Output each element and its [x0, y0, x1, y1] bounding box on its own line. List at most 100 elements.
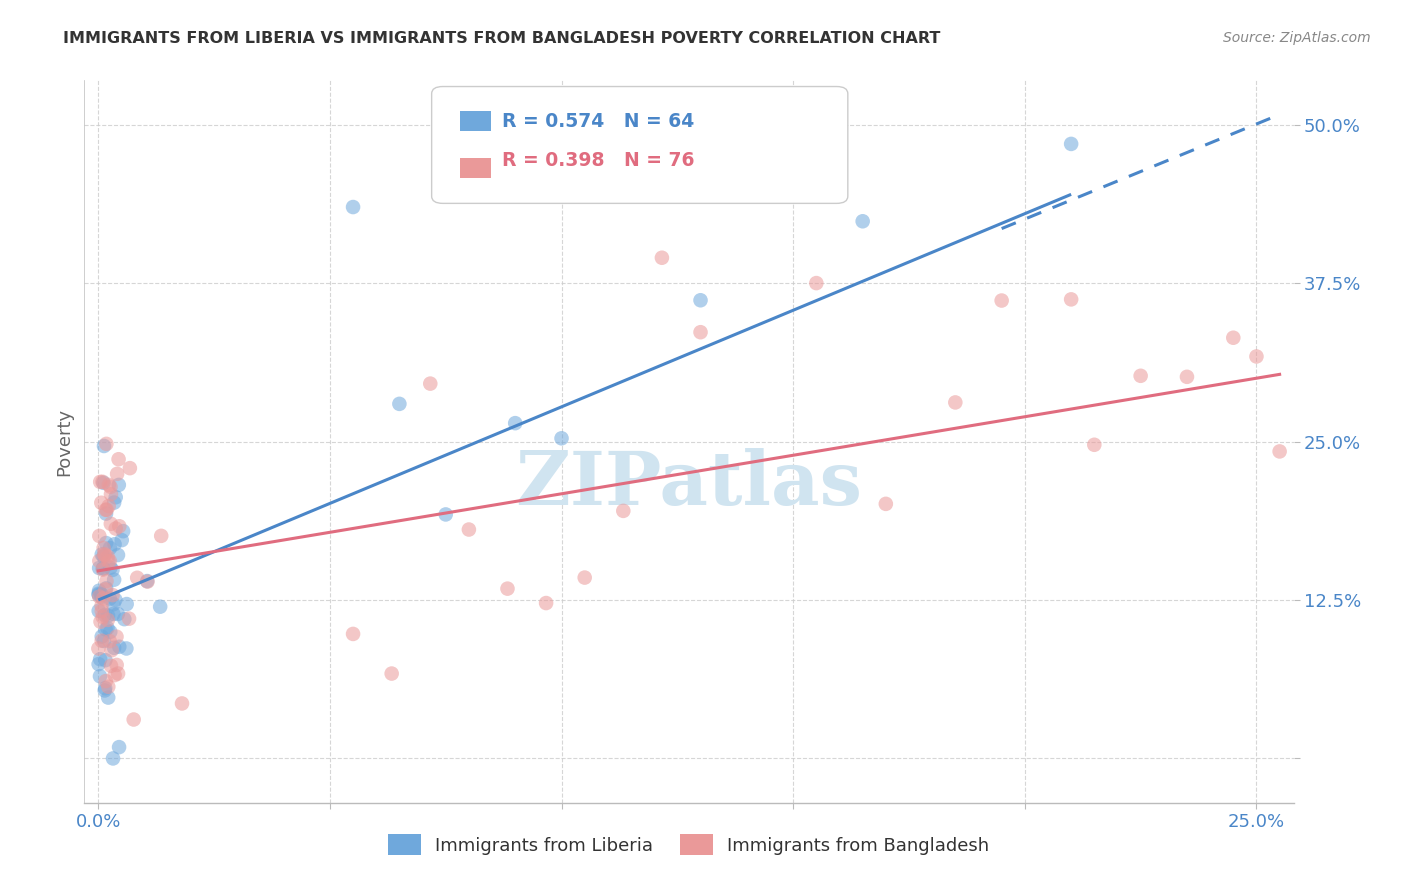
Point — [90, 496, 112, 510]
Point — [107, 548, 129, 562]
Point — [91, 591, 114, 606]
Point — [107, 452, 129, 467]
Text: R = 0.574   N = 64: R = 0.574 N = 64 — [502, 112, 695, 131]
Point — [101, 588, 124, 602]
Point — [96, 503, 118, 517]
Point — [87, 587, 110, 601]
Text: ZIPatlas: ZIPatlas — [516, 449, 862, 522]
Point — [1292, 467, 1315, 481]
Point — [105, 657, 128, 672]
Point — [94, 674, 117, 689]
Point — [87, 588, 110, 602]
Point — [97, 499, 120, 513]
Point — [101, 751, 124, 765]
Point — [94, 653, 117, 667]
Point — [1083, 438, 1105, 452]
Point — [122, 713, 145, 727]
Point — [1222, 331, 1244, 345]
Point — [342, 627, 364, 641]
Point — [94, 536, 117, 550]
Point — [87, 604, 110, 618]
Point — [93, 549, 115, 564]
Point — [94, 503, 117, 517]
Point — [87, 657, 110, 672]
Point — [90, 590, 112, 604]
Point — [1175, 369, 1198, 384]
Point — [89, 652, 111, 666]
Point — [342, 200, 364, 214]
Point — [806, 276, 828, 290]
Point — [89, 561, 111, 575]
Point — [651, 251, 673, 265]
Point — [87, 641, 110, 656]
Point — [1339, 452, 1361, 467]
Point — [1060, 293, 1083, 307]
Point — [1129, 368, 1152, 383]
Point — [111, 533, 134, 548]
Point — [689, 325, 711, 339]
Point — [1315, 344, 1337, 359]
Point — [94, 623, 117, 637]
Point — [101, 563, 124, 577]
Point — [98, 541, 121, 555]
Point — [103, 640, 125, 655]
Point — [112, 612, 135, 626]
Point — [990, 293, 1012, 308]
Point — [103, 495, 125, 509]
Point — [100, 516, 122, 531]
Point — [90, 633, 112, 648]
Point — [875, 497, 897, 511]
Point — [108, 519, 131, 533]
Point — [419, 376, 441, 391]
Point — [852, 214, 875, 228]
Point — [98, 634, 121, 648]
Point — [103, 597, 125, 611]
Point — [496, 582, 519, 596]
Point — [100, 487, 122, 501]
Point — [96, 574, 118, 588]
Point — [136, 574, 159, 588]
Point — [108, 740, 131, 755]
Point — [90, 604, 112, 618]
Point — [118, 612, 141, 626]
Text: R = 0.398   N = 76: R = 0.398 N = 76 — [502, 151, 695, 169]
Point — [550, 431, 572, 445]
Legend: Immigrants from Liberia, Immigrants from Bangladesh: Immigrants from Liberia, Immigrants from… — [381, 827, 997, 863]
Point — [87, 583, 110, 598]
Point — [107, 607, 129, 621]
Point — [115, 641, 138, 656]
Point — [96, 621, 118, 635]
Point — [97, 680, 120, 694]
Point — [93, 683, 115, 698]
Point — [93, 547, 115, 561]
Point — [115, 597, 138, 611]
Point — [104, 668, 127, 682]
Point — [107, 666, 129, 681]
Point — [98, 624, 121, 639]
Point — [89, 590, 111, 604]
Point — [574, 571, 596, 585]
Point — [93, 541, 115, 555]
Point — [104, 490, 127, 504]
Point — [90, 588, 112, 602]
Point — [90, 587, 112, 601]
Point — [1060, 136, 1083, 151]
Point — [90, 630, 112, 644]
Point — [103, 573, 125, 587]
Text: IMMIGRANTS FROM LIBERIA VS IMMIGRANTS FROM BANGLADESH POVERTY CORRELATION CHART: IMMIGRANTS FROM LIBERIA VS IMMIGRANTS FR… — [63, 31, 941, 46]
Point — [1268, 444, 1291, 458]
Point — [534, 596, 557, 610]
Y-axis label: Poverty: Poverty — [55, 408, 73, 475]
Point — [89, 529, 111, 543]
Point — [93, 561, 115, 575]
Point — [103, 537, 125, 551]
Point — [97, 613, 120, 627]
Point — [89, 554, 111, 568]
Point — [97, 549, 120, 564]
Point — [457, 523, 479, 537]
Point — [105, 630, 128, 644]
Point — [388, 397, 411, 411]
Point — [90, 548, 112, 562]
Point — [150, 529, 173, 543]
Point — [1246, 350, 1268, 364]
